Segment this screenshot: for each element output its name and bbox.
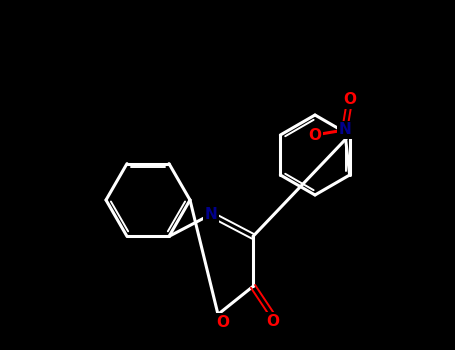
Text: O: O [217, 315, 229, 330]
Text: N: N [205, 207, 217, 222]
Text: O: O [267, 314, 279, 329]
Text: O: O [343, 92, 356, 107]
Text: N: N [338, 122, 351, 138]
Text: O: O [308, 127, 321, 142]
